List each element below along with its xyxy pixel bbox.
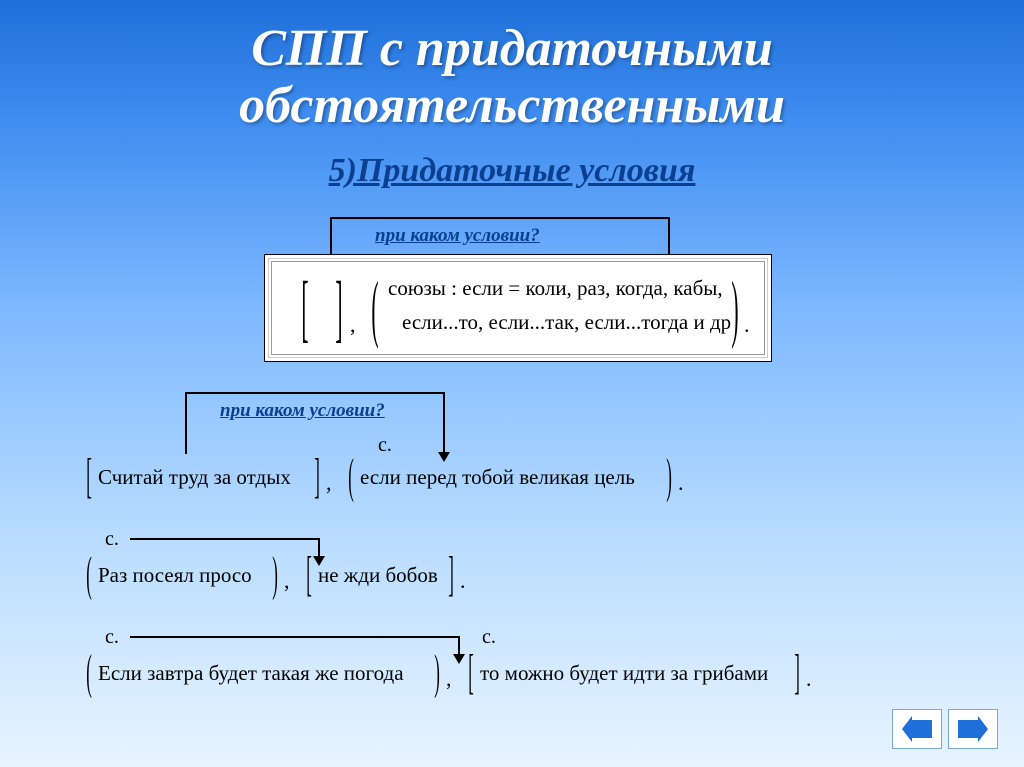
title-line-1: СПП с придаточными xyxy=(251,20,773,77)
nav-buttons xyxy=(892,709,998,749)
schema-comma: , xyxy=(350,312,356,338)
schema-unions-1: союзы : если = коли, раз, когда, кабы, xyxy=(388,276,723,301)
ex1-s: с. xyxy=(378,434,392,457)
ex1-sub: если перед тобой великая цель xyxy=(360,465,635,490)
ex3-main: то можно будет идти за грибами xyxy=(480,661,768,686)
subtitle: 5)Придаточные условия xyxy=(0,152,1024,190)
ex1-main: Считай труд за отдых xyxy=(98,465,291,490)
ex2-comma: , xyxy=(284,568,290,594)
ex1-period: . xyxy=(678,470,684,496)
arrow-4-vright xyxy=(458,636,460,656)
schema-period: . xyxy=(744,312,750,338)
title-line-2: обстоятельственными xyxy=(239,77,785,134)
arrow-3-h xyxy=(130,538,320,540)
arrow-2-vright xyxy=(443,392,445,454)
ex3-sub: Если завтра будет такая же погода xyxy=(98,661,404,686)
arrow-4-h xyxy=(130,636,460,638)
arrow-2-vleft xyxy=(185,392,187,454)
ex2-main: не жди бобов xyxy=(318,563,438,588)
page-title: СПП с придаточными обстоятельственными xyxy=(0,0,1024,134)
arrow-3-vright xyxy=(318,538,320,558)
question-label-2: при каком условии? xyxy=(220,400,385,422)
schema-unions-2: если...то, если...так, если...тогда и др xyxy=(402,310,731,335)
schema-box: [ ] , ( союзы : если = коли, раз, когда,… xyxy=(264,254,772,362)
ex3-s1: с. xyxy=(105,626,119,649)
ex3-comma: , xyxy=(446,666,452,692)
arrow-1-h xyxy=(330,217,670,219)
next-button[interactable] xyxy=(948,709,998,749)
ex3-s2: с. xyxy=(482,626,496,649)
arrow-4-head xyxy=(453,654,465,664)
arrow-2-head xyxy=(438,452,450,462)
ex2-period: . xyxy=(460,568,466,594)
next-icon xyxy=(958,716,988,742)
arrow-2-h xyxy=(185,392,445,394)
question-label-1: при каком условии? xyxy=(375,225,540,247)
prev-icon xyxy=(902,716,932,742)
ex3-period: . xyxy=(806,666,812,692)
ex2-s: с. xyxy=(105,528,119,551)
prev-button[interactable] xyxy=(892,709,942,749)
ex2-sub: Раз посеял просо xyxy=(98,563,252,588)
ex1-comma: , xyxy=(326,470,332,496)
